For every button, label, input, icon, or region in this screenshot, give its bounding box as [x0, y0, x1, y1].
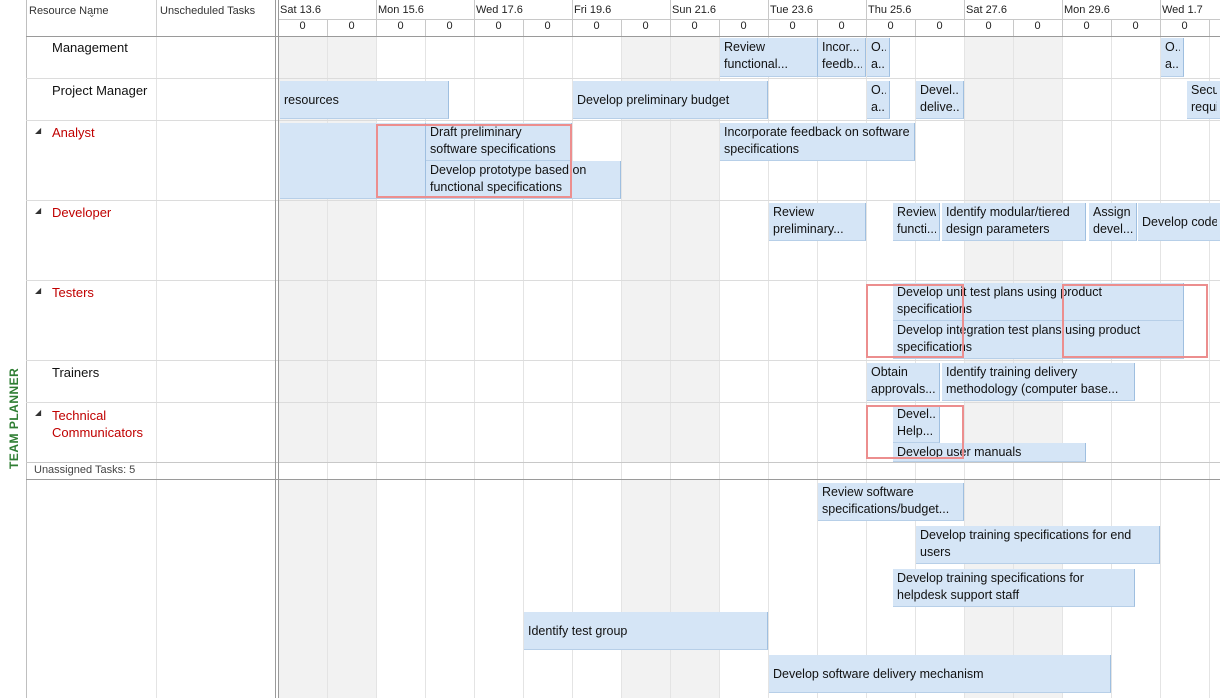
task-bar[interactable]: O... a...	[867, 81, 890, 119]
resource-name-developer[interactable]: Developer	[52, 205, 112, 220]
task-bar[interactable]: Identify test group	[524, 612, 768, 650]
task-bar[interactable]: Obtain approvals...	[867, 363, 940, 401]
hour-label: 0	[544, 20, 551, 32]
date-label: Wed 17.6	[476, 4, 523, 16]
task-bar[interactable]: Develop training specifications for end …	[916, 526, 1160, 564]
hour-label: 0	[593, 20, 600, 32]
task-bar[interactable]: Identify training delivery methodology (…	[942, 363, 1135, 401]
hour-label: 0	[985, 20, 992, 32]
task-bar[interactable]: O... a...	[1161, 38, 1184, 77]
resource-name-management[interactable]: Management	[52, 40, 128, 55]
task-bar[interactable]: Review functional...	[720, 38, 818, 77]
date-label: Mon 29.6	[1064, 4, 1110, 16]
date-label: Sat 13.6	[280, 4, 321, 16]
hour-label: 0	[348, 20, 355, 32]
task-bar[interactable]: Develop code	[1138, 203, 1220, 241]
resource-name-header[interactable]: Resource Name ⌄	[26, 0, 157, 36]
unscheduled-tasks-header-label: Unscheduled Tasks	[160, 5, 256, 17]
overallocation-bracket	[1062, 284, 1208, 358]
task-bar[interactable]: Develop prototype based on functional sp…	[426, 161, 621, 199]
task-bar[interactable]: Review functi...	[893, 203, 940, 241]
hour-label: 0	[397, 20, 404, 32]
overallocation-bracket	[376, 124, 572, 198]
task-bar[interactable]: Assign devel...	[1089, 203, 1137, 241]
hour-label: 0	[1034, 20, 1041, 32]
hour-label: 0	[740, 20, 747, 32]
task-bar[interactable]: Develop integration test plans using pro…	[893, 321, 1184, 359]
task-bar[interactable]: Develop unit test plans using product sp…	[893, 283, 1184, 321]
hour-label: 0	[691, 20, 698, 32]
resource-name-testers[interactable]: Testers	[52, 285, 94, 300]
date-label: Wed 1.7	[1162, 4, 1203, 16]
task-bar[interactable]: Review preliminary...	[769, 203, 866, 241]
task-bar[interactable]: Secu... requi...	[1187, 81, 1220, 119]
unassigned-tasks-label: Unassigned Tasks: 5	[34, 464, 136, 476]
date-label: Fri 19.6	[574, 4, 612, 16]
task-bar[interactable]: Develop training specifications for help…	[893, 569, 1135, 607]
sort-down-icon[interactable]: ⌄	[88, 9, 96, 19]
hour-label: 0	[495, 20, 502, 32]
date-label: Mon 15.6	[378, 4, 424, 16]
overallocation-bracket	[866, 405, 964, 459]
date-label: Sun 21.6	[672, 4, 717, 16]
date-label: Sat 27.6	[966, 4, 1007, 16]
unscheduled-tasks-header[interactable]: Unscheduled Tasks	[157, 0, 275, 36]
resource-name-analyst[interactable]: Analyst	[52, 125, 95, 140]
collapse-triangle-icon[interactable]: ◢	[35, 206, 42, 215]
task-bar[interactable]: Develop preliminary budget	[573, 81, 768, 119]
hour-label: 0	[642, 20, 649, 32]
collapse-triangle-icon[interactable]: ◢	[35, 286, 42, 295]
hour-label: 0	[1132, 20, 1139, 32]
hour-label: 0	[838, 20, 845, 32]
resource-name-header-label: Resource Name	[29, 5, 109, 17]
task-bar[interactable]: Incorporate feedback on software specifi…	[720, 123, 915, 161]
task-bar[interactable]: O... a...	[867, 38, 890, 77]
task-bar[interactable]: Identify modular/tiered design parameter…	[942, 203, 1086, 241]
collapse-triangle-icon[interactable]: ◢	[35, 126, 42, 135]
collapse-triangle-icon[interactable]: ◢	[35, 408, 42, 417]
task-bar[interactable]	[280, 123, 426, 199]
task-bar[interactable]: resources	[280, 81, 449, 119]
hour-label: 0	[789, 20, 796, 32]
view-sidebar[interactable]: TEAM PLANNER	[0, 0, 27, 698]
task-bar[interactable]: Devel... delive...	[916, 81, 964, 119]
date-label: Tue 23.6	[770, 4, 814, 16]
hour-label: 0	[936, 20, 943, 32]
task-bar[interactable]: Devel... Help...	[893, 405, 940, 443]
hour-label: 0	[446, 20, 453, 32]
hour-label: 0	[299, 20, 306, 32]
task-bar[interactable]: Review software specifications/budget...	[818, 483, 964, 521]
hour-label: 0	[1083, 20, 1090, 32]
date-label: Thu 25.6	[868, 4, 912, 16]
task-bar[interactable]: Develop software delivery mechanism	[769, 655, 1111, 693]
hour-label: 0	[1181, 20, 1188, 32]
task-bar[interactable]: Incor... feedb...	[818, 38, 866, 77]
task-bar[interactable]: Draft preliminary software specification…	[426, 123, 572, 161]
resource-name-project-manager[interactable]: Project Manager	[52, 83, 148, 98]
overallocation-bracket	[866, 284, 964, 358]
resource-name-trainers[interactable]: Trainers	[52, 365, 100, 380]
hour-label: 0	[887, 20, 894, 32]
resource-name-technical-communicators[interactable]: Technical Communicators	[52, 408, 144, 440]
